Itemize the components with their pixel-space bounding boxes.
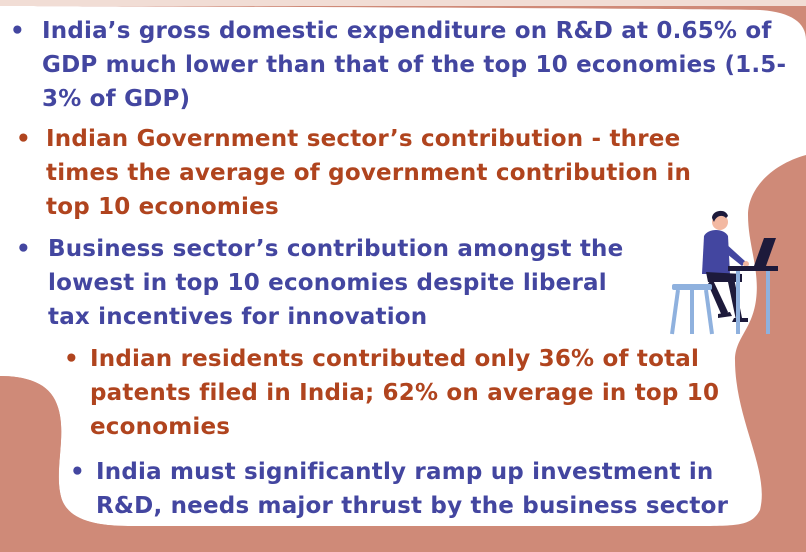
bullet-text: Business sector’s contribution amongst t… [48, 236, 624, 330]
bullet-marker: • [16, 236, 31, 262]
bullet-text: India’s gross domestic expenditure on R&… [42, 18, 787, 112]
person-at-laptop-icon [670, 210, 778, 335]
bullet-text: Indian Government sector’s contribution … [46, 126, 692, 220]
bullet-marker: • [64, 346, 79, 372]
bullet-item-business-contribution: • Business sector’s contribution amongst… [16, 232, 656, 334]
bullet-marker: • [70, 459, 85, 485]
bullet-marker: • [10, 18, 25, 44]
bullet-item-rd-expenditure: • India’s gross domestic expenditure on … [10, 14, 790, 116]
bullet-text: Indian residents contributed only 36% of… [90, 346, 720, 440]
bullet-marker: • [16, 126, 31, 152]
bullet-item-government-contribution: • Indian Government sector’s contributio… [16, 122, 731, 224]
bullet-item-ramp-up-investment: • India must significantly ramp up inves… [70, 455, 750, 523]
bullet-text: India must significantly ramp up investm… [96, 459, 729, 519]
bullet-item-patents: • Indian residents contributed only 36% … [64, 342, 754, 444]
